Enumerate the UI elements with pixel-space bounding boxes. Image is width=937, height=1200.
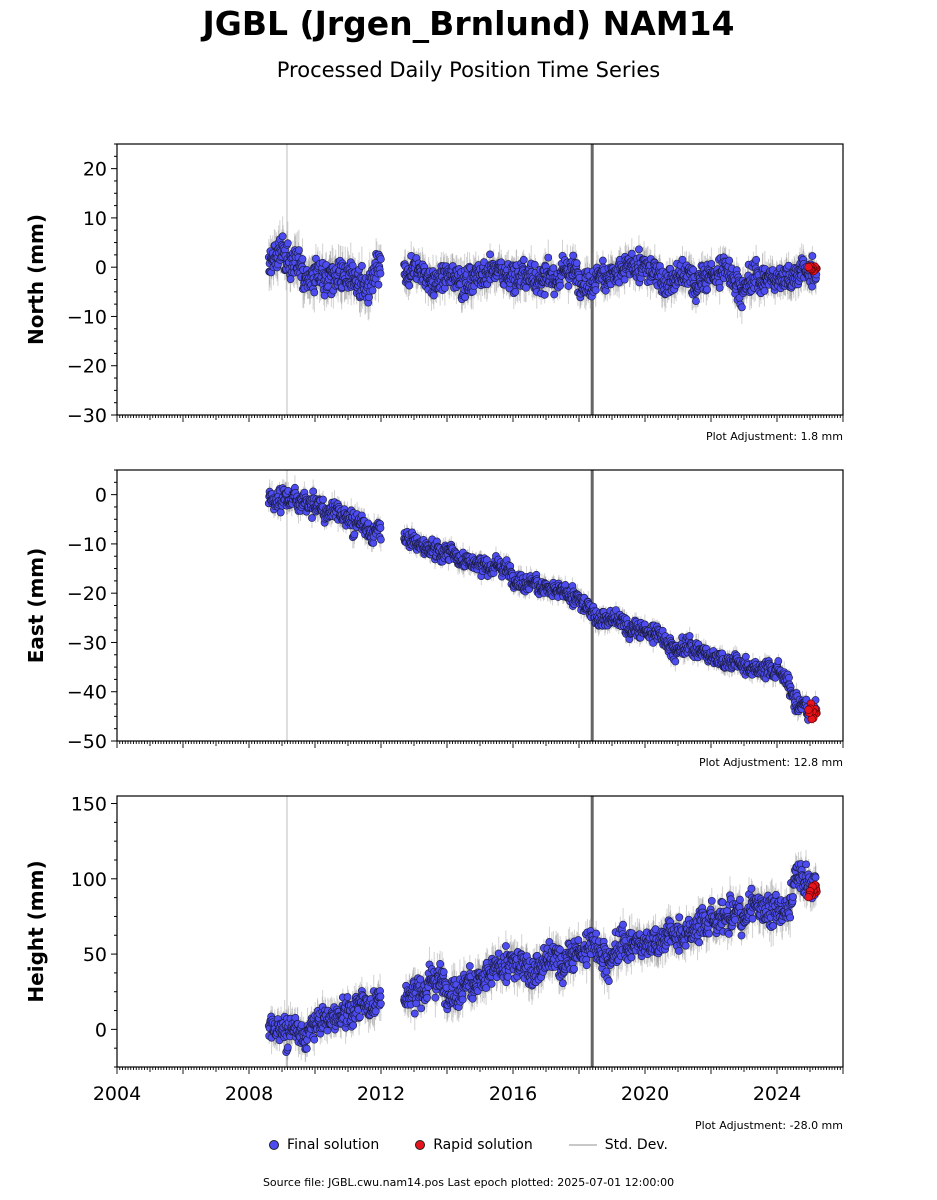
- rapid-solution-point: [804, 262, 813, 272]
- final-solution-point: [678, 255, 687, 264]
- final-solution-point: [350, 530, 359, 539]
- y-tick-label: 20: [83, 159, 107, 181]
- y-tick-label: −20: [67, 356, 107, 378]
- final-solution-point: [635, 245, 643, 254]
- final-solution-point: [357, 261, 366, 270]
- final-solution-point: [598, 256, 607, 265]
- final-solution-point: [725, 256, 734, 265]
- final-solution-point: [569, 251, 578, 260]
- final-solution-point: [715, 283, 724, 292]
- final-solution-point: [405, 281, 414, 290]
- final-solution-point: [374, 280, 383, 289]
- final-solution-point: [572, 259, 581, 268]
- final-solution-point: [760, 287, 769, 295]
- final-solution-point: [549, 264, 558, 273]
- panel-1: [111, 469, 844, 748]
- final-solution-points: [264, 483, 385, 547]
- final-solution-point: [319, 495, 327, 504]
- rapid-solution-points: [804, 262, 821, 276]
- final-solution-point: [692, 297, 700, 305]
- final-solution-point: [530, 260, 539, 269]
- panel-data-layer: [264, 470, 821, 741]
- panel-data-layer: [264, 144, 821, 415]
- final-solution-point: [556, 281, 565, 290]
- final-solution-points: [264, 232, 385, 307]
- final-solution-point: [511, 287, 520, 296]
- final-solution-point: [808, 252, 817, 260]
- final-solution-point: [707, 259, 716, 268]
- final-solution-point: [309, 487, 318, 496]
- final-solution-point: [550, 290, 559, 299]
- y-tick-label: 10: [83, 208, 107, 230]
- final-solution-point: [703, 285, 711, 294]
- final-solution-point: [620, 275, 629, 284]
- final-solution-point: [540, 290, 549, 299]
- final-solution-point: [522, 283, 530, 292]
- final-solution-point: [519, 255, 528, 264]
- final-solution-point: [348, 261, 357, 270]
- final-solution-point: [376, 255, 385, 264]
- final-solution-point: [286, 275, 295, 283]
- final-solution-point: [376, 269, 385, 278]
- final-solution-point: [308, 514, 316, 522]
- final-solution-point: [310, 288, 319, 297]
- final-solution-point: [278, 232, 287, 241]
- final-solution-point: [752, 255, 761, 264]
- final-solution-point: [376, 524, 385, 532]
- y-tick-label: −10: [67, 306, 107, 328]
- final-solution-point: [283, 239, 292, 248]
- chart-subtitle: Processed Daily Position Time Series: [276, 58, 661, 82]
- final-solution-point: [461, 293, 469, 302]
- final-solution-point: [368, 286, 377, 295]
- final-solution-point: [564, 282, 573, 290]
- plot-adjustment-note: Plot Adjustment: 1.8 mm: [706, 430, 843, 443]
- final-solution-point: [591, 286, 600, 295]
- final-solution-point: [276, 508, 285, 517]
- y-axis-label: North (mm): [24, 214, 48, 345]
- final-solution-point: [429, 291, 438, 300]
- final-solution-points: [400, 527, 821, 724]
- chart-title: JGBL (Jrgen_Brnlund) NAM14: [202, 4, 735, 43]
- final-solution-point: [376, 535, 385, 544]
- y-tick-label: −30: [67, 405, 107, 427]
- final-solution-point: [627, 249, 636, 258]
- y-tick-label: 0: [95, 257, 107, 279]
- final-solution-point: [294, 246, 303, 255]
- final-solution-point: [298, 255, 307, 263]
- final-solution-points: [400, 245, 821, 312]
- final-solution-point: [737, 303, 746, 312]
- final-solution-point: [544, 253, 553, 262]
- final-solution-point: [486, 250, 494, 259]
- panel-0: [111, 143, 844, 422]
